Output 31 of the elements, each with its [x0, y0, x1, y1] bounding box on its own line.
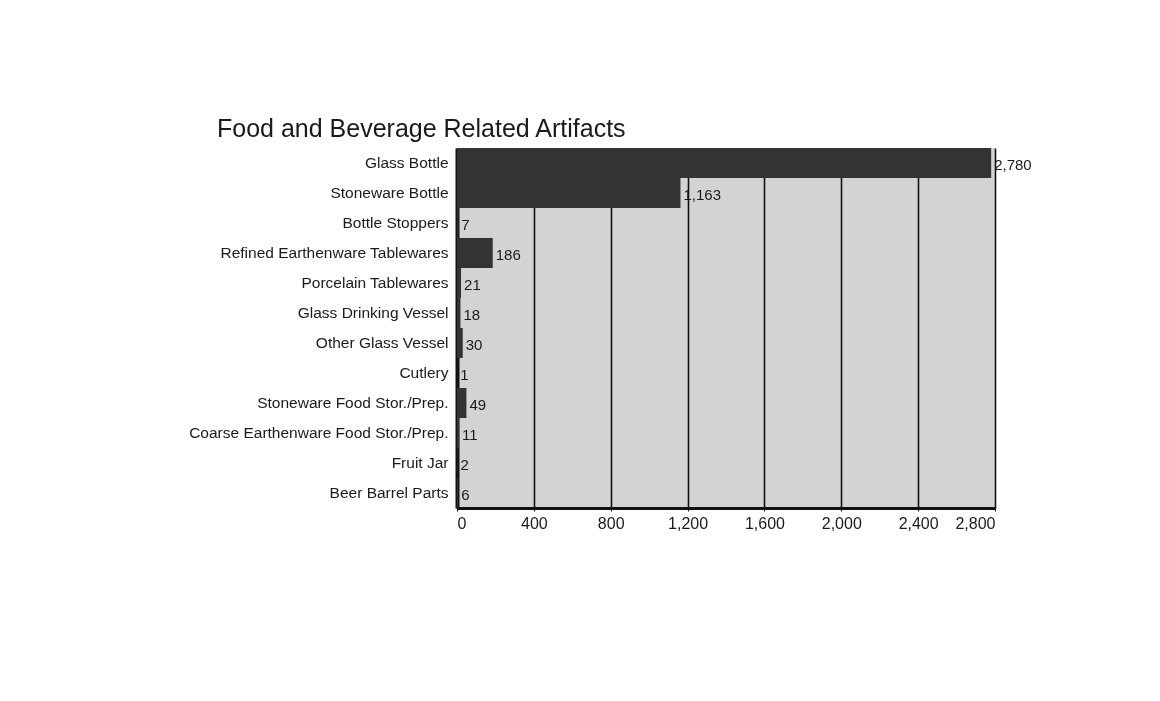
data-label: 49	[469, 396, 487, 413]
data-label: 186	[495, 246, 521, 263]
y-tick-label: Refined Earthenware Tablewares	[220, 244, 449, 261]
data-label: 21	[464, 276, 481, 293]
data-label: 2	[460, 456, 469, 473]
x-tick-label: 400	[521, 514, 548, 532]
y-tick-label: Cutlery	[399, 364, 449, 381]
x-tick-label: 0	[457, 514, 467, 532]
data-label: 18	[463, 306, 481, 323]
y-tick-label: Beer Barrel Parts	[329, 484, 449, 501]
data-label: 7	[461, 216, 470, 233]
data-label: 11	[462, 426, 478, 443]
y-tick-label: Other Glass Vessel	[315, 334, 449, 351]
data-label: 1	[460, 366, 469, 383]
x-tick-label: 800	[597, 514, 625, 532]
y-tick-label: Porcelain Tablewares	[301, 274, 449, 291]
y-tick-label: Bottle Stoppers	[342, 214, 449, 231]
chart-title: Food and Beverage Related Artifacts	[217, 114, 626, 142]
y-tick-label: Glass Bottle	[364, 154, 449, 171]
x-tick-label: 2,400	[898, 514, 939, 532]
x-tick-label: 1,600	[744, 514, 786, 532]
y-tick-label: Stoneware Food Stor./Prep.	[257, 394, 449, 411]
y-tick-label: Coarse Earthenware Food Stor./Prep.	[189, 424, 449, 441]
x-tick-label: 1,200	[668, 514, 709, 532]
y-tick-label: Glass Drinking Vessel	[297, 304, 449, 321]
y-tick-label: Fruit Jar	[391, 454, 449, 471]
x-tick-label: 2,000	[821, 514, 862, 532]
data-label: 30	[465, 336, 483, 353]
y-tick-label: Stoneware Bottle	[330, 184, 449, 201]
x-tick-label: 2,800	[955, 514, 996, 532]
data-label: 6	[461, 486, 470, 503]
